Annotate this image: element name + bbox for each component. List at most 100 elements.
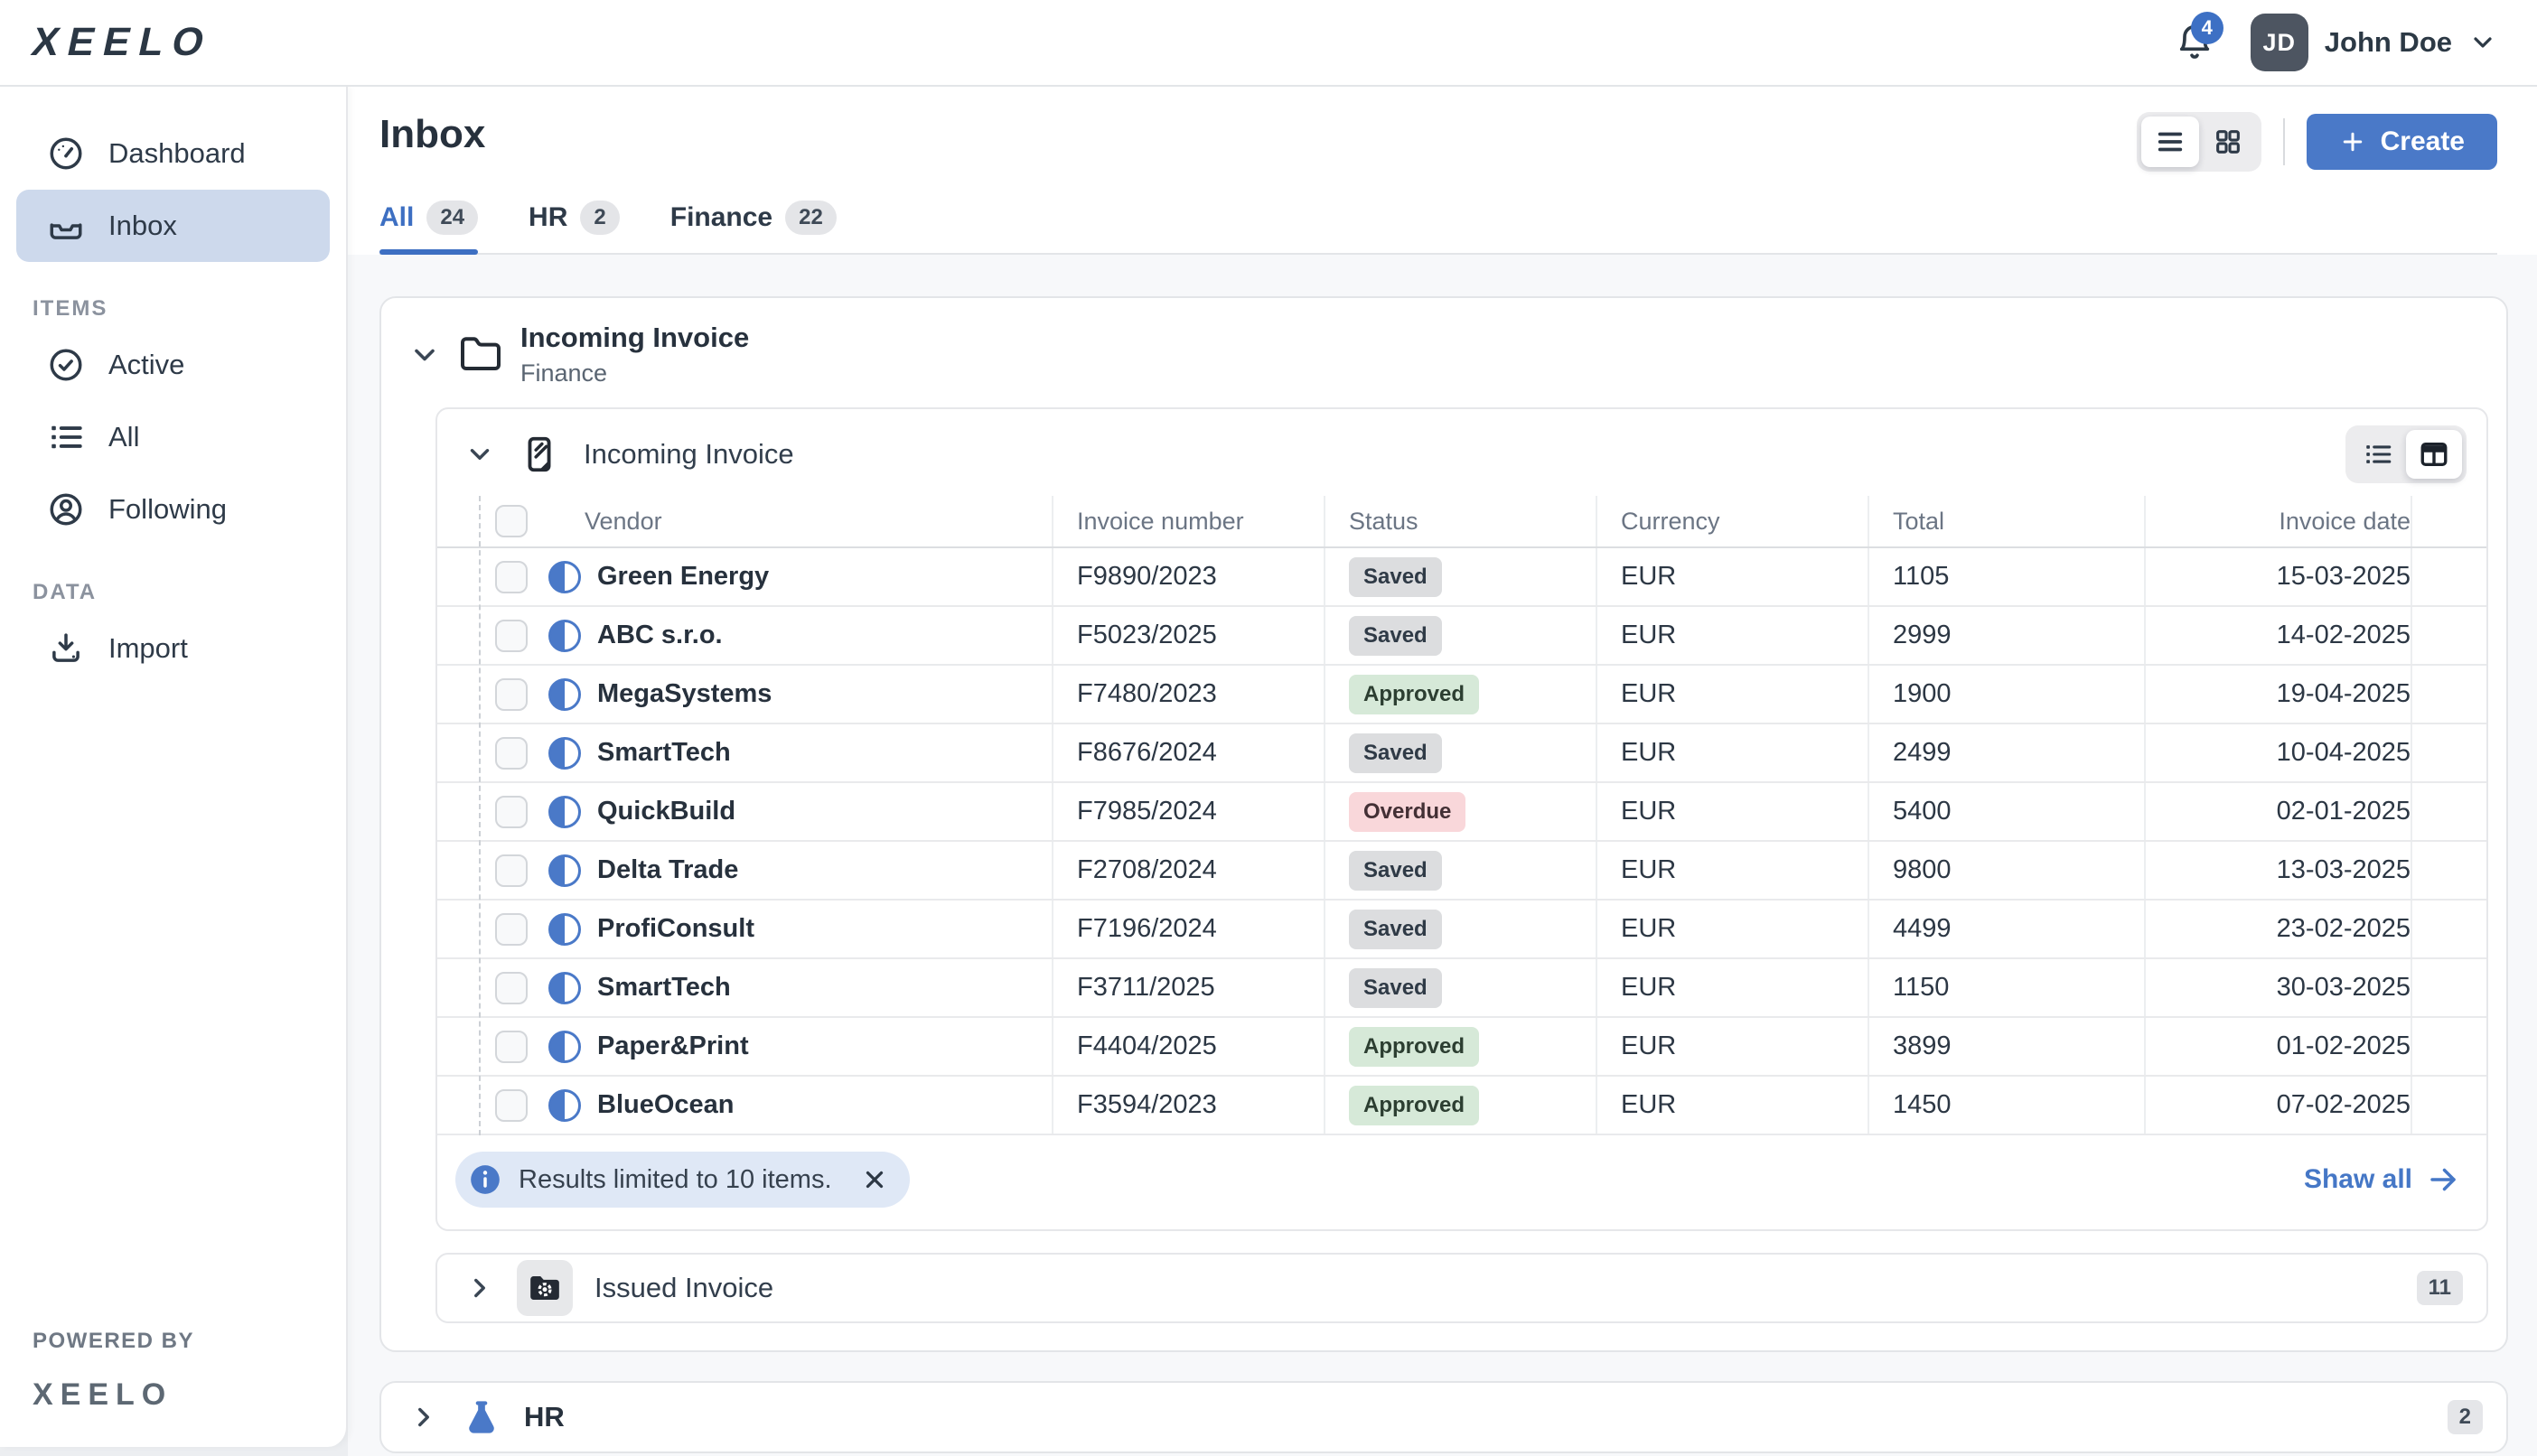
group-card-hr[interactable]: HR 2: [379, 1381, 2508, 1453]
invoice-date: 14-02-2025: [2144, 607, 2411, 664]
chevron-down-icon[interactable]: [408, 339, 441, 371]
invoice-number: F3711/2025: [1052, 959, 1324, 1016]
table-row[interactable]: MegaSystems F7480/2023 Approved EUR 1900…: [437, 666, 2486, 724]
table-icon: [2420, 442, 2448, 467]
invoice-number: F8676/2024: [1052, 724, 1324, 781]
list-view-button[interactable]: [2140, 117, 2199, 167]
status-badge: Saved: [1349, 850, 1442, 891]
contrast-icon: [548, 619, 581, 652]
sidebar-item-label: Following: [108, 493, 227, 525]
table-row[interactable]: Paper&Print F4404/2025 Approved EUR 3899…: [437, 1018, 2486, 1077]
menu-lines-icon: [2158, 132, 2182, 152]
table-row[interactable]: ProfiConsult F7196/2024 Saved EUR 4499 2…: [437, 901, 2486, 959]
tab-label: Finance: [669, 202, 773, 232]
row-checkbox[interactable]: [495, 619, 528, 652]
total: 1900: [1868, 666, 2144, 723]
tab-hr[interactable]: HR 2: [529, 201, 620, 253]
notice-text: Results limited to 10 items.: [519, 1164, 832, 1194]
table-row[interactable]: BlueOcean F3594/2023 Approved EUR 1450 0…: [437, 1077, 2486, 1135]
dashboard-icon: [50, 137, 82, 170]
invoice-number: F9890/2023: [1052, 548, 1324, 605]
invoice-number: F4404/2025: [1052, 1018, 1324, 1075]
grid-icon: [2215, 130, 2240, 154]
row-checkbox[interactable]: [495, 854, 528, 887]
sidebar-item-dashboard[interactable]: Dashboard: [16, 117, 330, 190]
table-row[interactable]: Green Energy F9890/2023 Saved EUR 1105 1…: [437, 548, 2486, 607]
vendor-name: ProfiConsult: [597, 914, 754, 943]
table-row[interactable]: ABC s.r.o. F5023/2025 Saved EUR 2999 14-…: [437, 607, 2486, 666]
info-icon: [471, 1165, 500, 1194]
user-circle-icon: [50, 493, 82, 526]
row-checkbox[interactable]: [495, 1088, 528, 1122]
row-checkbox[interactable]: [495, 560, 528, 593]
table-row[interactable]: SmartTech F8676/2024 Saved EUR 2499 10-0…: [437, 724, 2486, 783]
column-header-invoice-number: Invoice number: [1052, 496, 1324, 546]
sidebar-footer: POWERED BY XEELO: [33, 1329, 194, 1413]
top-bar: XEELO 4 JD John Doe: [0, 0, 2537, 87]
user-menu[interactable]: JD John Doe: [2250, 14, 2497, 71]
show-all-link[interactable]: Shaw all: [2304, 1163, 2459, 1196]
row-checkbox[interactable]: [495, 736, 528, 770]
table-row[interactable]: QuickBuild F7985/2024 Overdue EUR 5400 0…: [437, 783, 2486, 842]
invoice-date: 10-04-2025: [2144, 724, 2411, 781]
contrast-icon: [548, 736, 581, 770]
tab-label: All: [379, 202, 415, 232]
section-count-badge: 11: [2416, 1271, 2463, 1305]
row-checkbox[interactable]: [495, 795, 528, 828]
table-row[interactable]: SmartTech F3711/2025 Saved EUR 1150 30-0…: [437, 959, 2486, 1018]
section-issued-invoice[interactable]: Issued Invoice 11: [435, 1253, 2488, 1323]
create-button-label: Create: [2380, 126, 2465, 156]
tab-count-badge: 24: [426, 201, 479, 235]
contrast-icon: [548, 1088, 581, 1122]
contrast-icon: [548, 854, 581, 887]
contrast-icon: [548, 795, 581, 828]
vendor-name: ABC s.r.o.: [597, 621, 723, 649]
currency: EUR: [1596, 607, 1868, 664]
chevron-right-icon[interactable]: [408, 1402, 439, 1433]
page-title: Inbox: [379, 112, 486, 156]
row-checkbox[interactable]: [495, 1030, 528, 1063]
invoice-note-icon: [528, 436, 551, 472]
list-layout-button[interactable]: [2350, 430, 2406, 479]
sidebar-section-data: DATA: [33, 580, 98, 604]
sidebar-item-active[interactable]: Active: [16, 329, 330, 401]
tab-finance[interactable]: Finance 22: [670, 201, 837, 253]
contrast-icon: [548, 677, 581, 711]
tab-label: HR: [529, 202, 568, 232]
status-badge: Approved: [1349, 1026, 1480, 1067]
chevron-down-icon[interactable]: [464, 439, 495, 470]
vendor-name: Delta Trade: [597, 855, 739, 884]
contrast-icon: [548, 1030, 581, 1063]
sidebar-item-import[interactable]: Import: [16, 612, 330, 685]
group-header-incoming-invoice[interactable]: Incoming Invoice Finance: [381, 298, 2506, 406]
column-header-currency: Currency: [1596, 496, 1868, 546]
select-all-checkbox[interactable]: [495, 505, 528, 537]
row-checkbox[interactable]: [495, 971, 528, 1004]
tab-all[interactable]: All 24: [379, 201, 479, 255]
sidebar-item-label: All: [108, 421, 140, 453]
vendor-name: SmartTech: [597, 738, 731, 767]
brand-logo-text: XEELO: [27, 20, 218, 64]
close-icon[interactable]: [861, 1166, 888, 1193]
view-toggle: [2136, 112, 2261, 172]
notifications-button[interactable]: 4: [2169, 12, 2223, 68]
sidebar-item-inbox[interactable]: Inbox: [16, 190, 330, 262]
vendor-name: BlueOcean: [597, 1090, 735, 1119]
currency: EUR: [1596, 959, 1868, 1016]
sidebar-section-items: ITEMS: [33, 296, 108, 321]
row-checkbox[interactable]: [495, 677, 528, 711]
indent-guide: [479, 496, 481, 1135]
table-layout-button[interactable]: [2406, 430, 2462, 479]
chevron-right-icon[interactable]: [464, 1273, 495, 1303]
sidebar-item-following[interactable]: Following: [16, 473, 330, 546]
row-checkbox[interactable]: [495, 912, 528, 946]
grid-view-button[interactable]: [2199, 117, 2257, 167]
vendor-name: SmartTech: [597, 973, 731, 1002]
status-badge: Approved: [1349, 1085, 1480, 1125]
table-row[interactable]: Delta Trade F2708/2024 Saved EUR 9800 13…: [437, 842, 2486, 901]
folder-gear-icon-tile: [517, 1260, 573, 1316]
sidebar-item-all[interactable]: All: [16, 401, 330, 473]
create-button[interactable]: Create: [2306, 114, 2497, 170]
show-all-label: Shaw all: [2303, 1164, 2412, 1194]
